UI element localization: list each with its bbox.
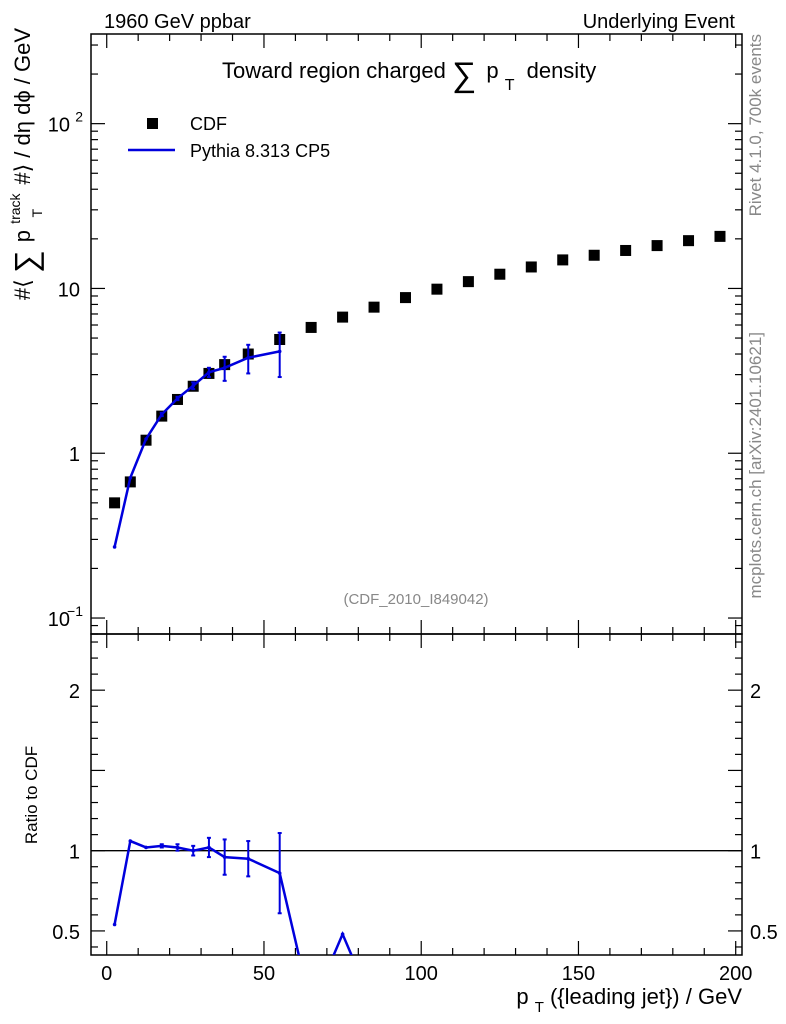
cdf-point (714, 230, 726, 242)
cdf-point (588, 249, 600, 261)
ratio-y-tick-label: 0.5 (52, 922, 80, 944)
y-tick-label: 10 (48, 115, 70, 137)
side-text-bottom: mcplots.cern.ch [arXiv:2401.10621] (746, 332, 765, 598)
ratio-point (144, 845, 148, 850)
ratio-panel-frame (90, 633, 743, 956)
main-title-text: Toward region charged (222, 58, 446, 83)
xlabel-p: p (516, 984, 528, 1009)
ratio-point (175, 845, 180, 850)
ylabel-sup: track (7, 192, 23, 223)
legend: CDF Pythia 8.313 CP5 (128, 114, 330, 161)
ratio-point (246, 856, 251, 861)
main-data-marks (109, 230, 726, 549)
pythia-point (191, 383, 196, 388)
ylabel-sub: T (29, 208, 45, 217)
cdf-point (431, 283, 443, 295)
ratio-line (113, 839, 353, 955)
ratio-y-tick-label: 1 (69, 842, 80, 864)
cdf-point (109, 497, 121, 509)
x-tick-label: 200 (719, 963, 752, 985)
xlabel-sub: T (535, 999, 544, 1016)
analysis-watermark: (CDF_2010_I849042) (343, 591, 488, 608)
cdf-point (494, 268, 506, 280)
xlabel-rest: ({leading jet}) / GeV (550, 984, 742, 1009)
ratio-ylabel: Ratio to CDF (22, 746, 41, 844)
pythia-line (113, 350, 280, 548)
pythia-point (112, 545, 117, 549)
header-right: Underlying Event (583, 11, 736, 33)
pythia-point (175, 396, 180, 401)
x-tick-label: 100 (405, 963, 438, 985)
cdf-point (337, 311, 349, 323)
main-panel-frame (90, 33, 743, 635)
ratio-point (112, 922, 117, 927)
ratio-point (222, 855, 227, 859)
cdf-point (620, 244, 632, 256)
ratio-point (159, 844, 164, 848)
x-tick-label: 150 (562, 963, 595, 985)
cdf-point (462, 276, 474, 288)
pythia-point (159, 412, 164, 417)
pythia-point (222, 365, 227, 370)
y-tick-label: 10 (48, 609, 70, 631)
header-left: 1960 GeV ppbar (104, 11, 251, 33)
x-tick-label: 50 (253, 963, 275, 985)
y-tick-label: 10 (58, 279, 80, 301)
pythia-point (277, 349, 282, 354)
ylabel-p: p (10, 230, 35, 242)
cdf-point (368, 301, 380, 313)
main-title-density: density (527, 58, 597, 83)
pythia-point (246, 355, 251, 360)
x-tick-label: 0 (101, 963, 112, 985)
cdf-point (557, 254, 569, 266)
ratio-point (128, 839, 133, 843)
ratio-point (277, 871, 282, 875)
ratio-y-tick-label: 2 (69, 681, 80, 703)
ylabel-prefix: #⟨ (10, 279, 35, 300)
cdf-point (399, 292, 411, 304)
side-text-top: Rivet 4.1.0, 700k events (746, 34, 765, 216)
pythia-point (207, 370, 211, 375)
main-ylabel: #⟨ ∑ p track T #⟩ / dη dϕ / GeV (0, 28, 47, 300)
legend-label-cdf: CDF (190, 114, 227, 134)
ratio-point (207, 845, 211, 850)
ratio-point (191, 848, 196, 853)
ratio-y-tick-label-right: 0.5 (750, 922, 778, 944)
main-title-sub: T (505, 77, 515, 94)
xlabel: p T ({leading jet}) / GeV (516, 984, 742, 1017)
main-title-p: p (486, 58, 498, 83)
cdf-point (651, 240, 663, 252)
main-title-sum: ∑ (452, 56, 476, 94)
main-title: Toward region charged ∑ p T density (222, 56, 596, 95)
legend-label-pythia: Pythia 8.313 CP5 (190, 141, 330, 161)
cdf-point (525, 261, 537, 273)
pythia-point (128, 475, 133, 480)
ratio-y-tick-label-right: 1 (750, 842, 761, 864)
legend-marker-cdf (147, 118, 158, 129)
y-tick-label: 1 (69, 444, 80, 466)
ylabel-suffix: #⟩ / dη dϕ / GeV (10, 28, 35, 185)
cdf-point (683, 235, 695, 247)
ratio-y-tick-label-right: 2 (750, 681, 761, 703)
y-tick-label-exponent: −1 (67, 603, 83, 619)
ratio-axes: 0 50 100 150 200 0.5 0.5 1 1 2 2 (52, 634, 778, 985)
ylabel-sum: ∑ (8, 250, 44, 273)
pythia-point (144, 437, 148, 441)
ratio-point (340, 932, 345, 936)
cdf-point (305, 321, 317, 333)
ratio-data-marks (112, 832, 353, 955)
y-tick-label-exponent: 2 (75, 109, 83, 125)
